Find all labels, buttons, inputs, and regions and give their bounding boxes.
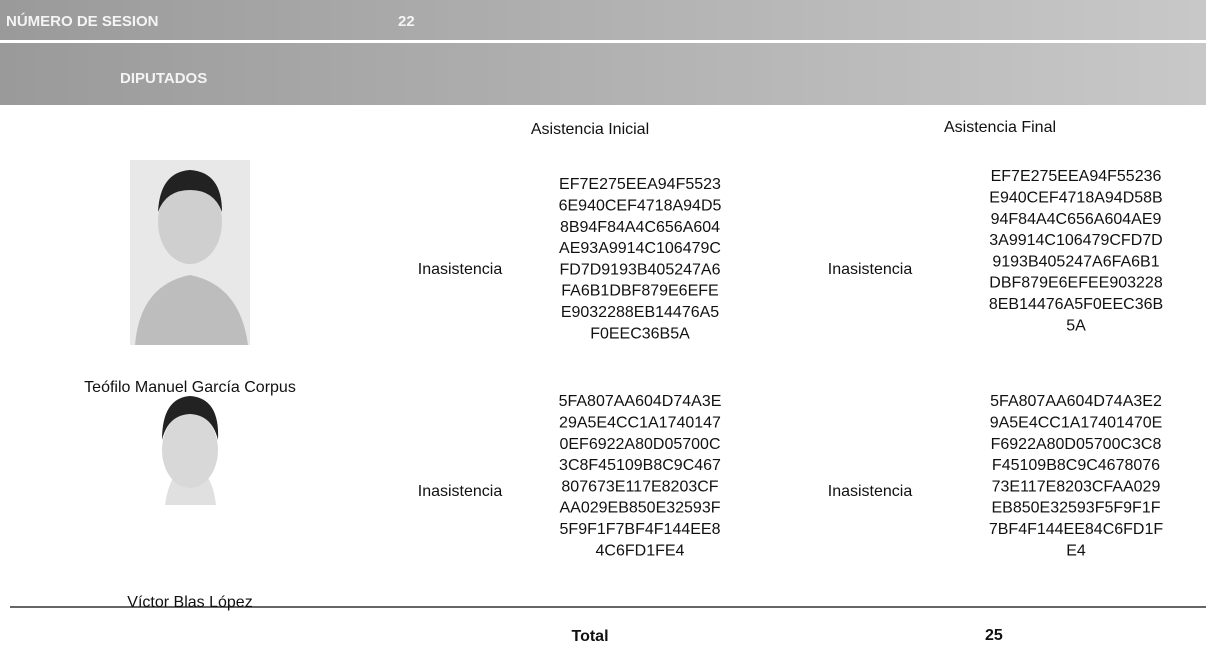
initial-hash-line: E9032288EB14476A5 xyxy=(561,304,719,321)
section-title: DIPUTADOS xyxy=(120,70,207,87)
final-hash-line: 7BF4F144EE84C6FD1F xyxy=(989,521,1164,538)
initial-hash-line: 6E940CEF4718A94D5 xyxy=(559,198,722,215)
person-name: Víctor Blas López xyxy=(127,594,252,611)
initial-hash-line: FA6B1DBF879E6EFE xyxy=(561,283,718,300)
initial-hash-line: 29A5E4CC1A1740147 xyxy=(559,415,721,432)
column-header: Asistencia Final xyxy=(944,119,1056,136)
final-hash-line: 94F84A4C656A604AE9 xyxy=(991,211,1162,228)
final-hash-line: 5A xyxy=(1066,317,1086,334)
session-number: 22 xyxy=(398,13,415,30)
initial-hash-line: AA029EB850E32593F xyxy=(559,500,720,517)
initial-hash-line: 5FA807AA604D74A3E xyxy=(559,393,722,410)
section-bar xyxy=(0,43,1206,105)
initial-hash-line: 0EF6922A80D05700C xyxy=(559,436,720,453)
final-hash-line: F45109B8C9C4678076 xyxy=(992,457,1160,474)
total-value: 25 xyxy=(985,627,1003,644)
final-hash-line: E940CEF4718A94D58B xyxy=(989,190,1162,207)
initial-hash-line: 3C8F45109B8C9C467 xyxy=(559,457,721,474)
final-hash-line: 3A9914C106479CFD7D xyxy=(989,232,1162,249)
final-hash-line: 5FA807AA604D74A3E2 xyxy=(990,393,1162,410)
final-hash-line: 9193B405247A6FA6B1 xyxy=(992,253,1159,270)
final-status: Inasistencia xyxy=(828,483,913,500)
final-hash-line: EB850E32593F5F9F1F xyxy=(992,500,1161,517)
initial-hash-line: EF7E275EEA94F5523 xyxy=(559,176,721,193)
final-status: Inasistencia xyxy=(828,261,913,278)
initial-status: Inasistencia xyxy=(418,483,503,500)
final-hash-line: DBF879E6EFEE903228 xyxy=(989,275,1163,292)
initial-hash-line: 5F9F1F7BF4F144EE8 xyxy=(560,521,721,538)
final-hash-line: 73E117E8203CFAA029 xyxy=(992,478,1161,495)
session-label: NÚMERO DE SESION xyxy=(6,12,159,30)
initial-hash-line: 8B94F84A4C656A604 xyxy=(560,219,720,236)
initial-hash-line: 807673E117E8203CF xyxy=(561,478,718,495)
photo xyxy=(130,160,250,345)
total-label: Total xyxy=(571,628,608,645)
person-name: Teófilo Manuel García Corpus xyxy=(84,379,296,396)
initial-hash-line: 4C6FD1FE4 xyxy=(596,542,685,559)
initial-hash-line: AE93A9914C106479C xyxy=(559,240,721,257)
final-hash-line: 9A5E4CC1A17401470E xyxy=(990,415,1163,432)
final-hash-line: EF7E275EEA94F55236 xyxy=(991,168,1162,185)
header-bar xyxy=(0,0,1206,40)
final-hash-line: F6922A80D05700C3C8 xyxy=(991,436,1162,453)
initial-hash-line: FD7D9193B405247A6 xyxy=(559,261,720,278)
initial-hash-line: F0EEC36B5A xyxy=(590,325,690,342)
final-hash-line: 8EB14476A5F0EEC36B xyxy=(989,296,1163,313)
initial-status: Inasistencia xyxy=(418,261,503,278)
photo xyxy=(162,396,219,505)
column-header: Asistencia Inicial xyxy=(531,121,649,138)
final-hash-line: E4 xyxy=(1066,542,1086,559)
